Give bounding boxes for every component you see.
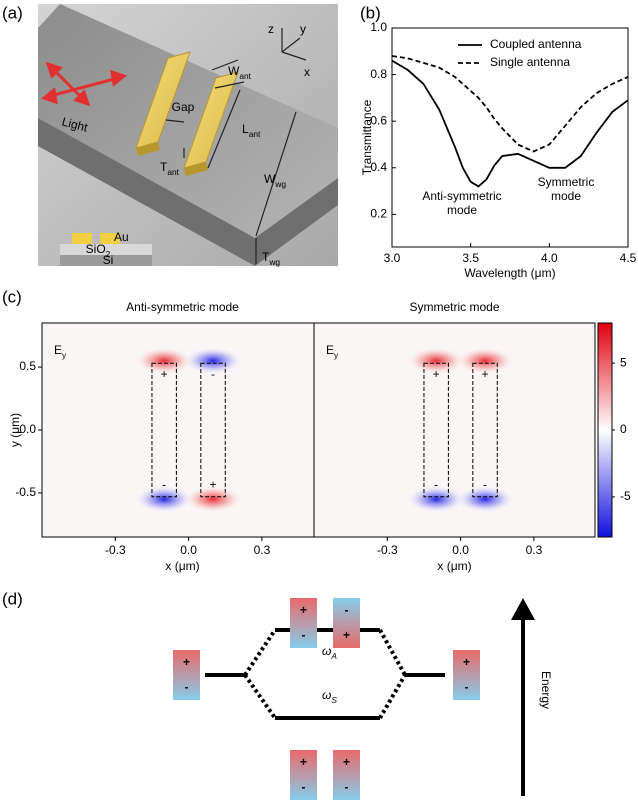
colorbar-tick-label: 0 bbox=[620, 422, 627, 436]
omega-s: ωS bbox=[322, 688, 337, 705]
x-tick-label: 4.0 bbox=[541, 251, 558, 265]
x-tick-label: 0.0 bbox=[180, 543, 197, 557]
x-axis-label: Wavelength (μm) bbox=[464, 266, 555, 280]
y-tick-label: 1.0 bbox=[370, 20, 387, 34]
connector bbox=[245, 630, 275, 675]
label-main: Si bbox=[103, 253, 114, 267]
colorbar-tick-label: -5 bbox=[620, 489, 631, 503]
label-sub: ant bbox=[239, 71, 251, 81]
charge-sign: - bbox=[465, 680, 469, 694]
legend-label: Coupled antenna bbox=[490, 37, 582, 51]
x-tick-label: 3.0 bbox=[384, 251, 401, 265]
charge-sign: + bbox=[463, 655, 470, 669]
charge-sign: - bbox=[162, 478, 166, 492]
charge-sign: - bbox=[483, 478, 487, 492]
x-tick-label: 0.3 bbox=[526, 543, 543, 557]
label-main: ω bbox=[322, 688, 331, 702]
charge-sign: - bbox=[185, 680, 189, 694]
charge-sign: + bbox=[183, 655, 190, 669]
series-line bbox=[392, 61, 628, 187]
charge-sign: - bbox=[211, 367, 215, 381]
x-tick-label: 0.3 bbox=[254, 543, 271, 557]
label-sub: A bbox=[330, 651, 337, 661]
charge-sign: - bbox=[345, 780, 349, 794]
y-tick-label: 0.2 bbox=[370, 207, 387, 221]
x-tick-label: -0.3 bbox=[105, 543, 126, 557]
charge-sign: + bbox=[343, 628, 350, 642]
energy-arrowhead bbox=[511, 598, 535, 620]
label-sub: wg bbox=[268, 257, 280, 267]
panel-label: (c) bbox=[2, 287, 22, 306]
label-main: W bbox=[264, 172, 276, 186]
x-tick-label: 4.5 bbox=[620, 251, 637, 265]
y-axis-label: Transmittance bbox=[360, 99, 374, 175]
layer-label: Si bbox=[103, 253, 114, 267]
label-main: ω bbox=[322, 644, 331, 658]
map-title: Anti-symmetric mode bbox=[126, 300, 239, 314]
charge-sign: - bbox=[434, 478, 438, 492]
annotation: Symmetric bbox=[538, 175, 595, 189]
charge-sign: + bbox=[300, 755, 307, 769]
y-tick-label: 0.5 bbox=[19, 359, 36, 373]
charge-sign: + bbox=[433, 367, 440, 381]
x-tick-label: 0.0 bbox=[452, 543, 469, 557]
annotation: Anti-symmetric bbox=[422, 189, 501, 203]
panel-label: (a) bbox=[2, 3, 23, 22]
charge-sign: - bbox=[302, 780, 306, 794]
y-tick-label: -0.5 bbox=[15, 485, 36, 499]
label-main: E bbox=[54, 343, 62, 357]
axis-name: y bbox=[300, 22, 306, 36]
annotation: mode bbox=[447, 203, 477, 217]
label-sub: wg bbox=[274, 179, 286, 189]
connector bbox=[380, 630, 405, 675]
colorbar bbox=[598, 323, 612, 537]
label-main: E bbox=[326, 343, 334, 357]
charge-sign: - bbox=[302, 628, 306, 642]
x-axis-label: x (μm) bbox=[165, 559, 199, 573]
charge-sign: + bbox=[300, 603, 307, 617]
connector bbox=[380, 675, 405, 718]
x-axis-label: x (μm) bbox=[437, 559, 471, 573]
gap-label: Gap bbox=[172, 100, 195, 114]
label-sub: ant bbox=[249, 129, 261, 139]
charge-sign: + bbox=[482, 367, 489, 381]
axis-name: z bbox=[268, 22, 274, 36]
x-tick-label: 3.5 bbox=[462, 251, 479, 265]
charge-sign: + bbox=[210, 478, 217, 492]
figure: (a)(b)(c)(d)LightGapzyxWantLantTantWwgTw… bbox=[0, 0, 638, 802]
panel-label: (d) bbox=[2, 589, 23, 608]
colorbar-tick-label: 5 bbox=[620, 355, 627, 369]
x-tick-label: -0.3 bbox=[377, 543, 398, 557]
charge-sign: + bbox=[343, 755, 350, 769]
label-sub: S bbox=[331, 695, 337, 705]
annotation: mode bbox=[551, 189, 581, 203]
label-main: W bbox=[228, 64, 240, 78]
map-title: Symmetric mode bbox=[409, 300, 499, 314]
layer-label: Au bbox=[114, 230, 129, 244]
connector bbox=[245, 675, 275, 718]
charge-sign: - bbox=[345, 603, 349, 617]
energy-label: Energy bbox=[539, 671, 553, 709]
y-axis-label: y (μm) bbox=[8, 413, 22, 447]
charge-sign: + bbox=[161, 367, 168, 381]
label-main: Au bbox=[114, 230, 129, 244]
axis-name: x bbox=[304, 65, 310, 79]
y-tick-label: 0.8 bbox=[370, 67, 387, 81]
label-sub: ant bbox=[167, 167, 179, 177]
legend-label: Single antenna bbox=[490, 55, 570, 69]
